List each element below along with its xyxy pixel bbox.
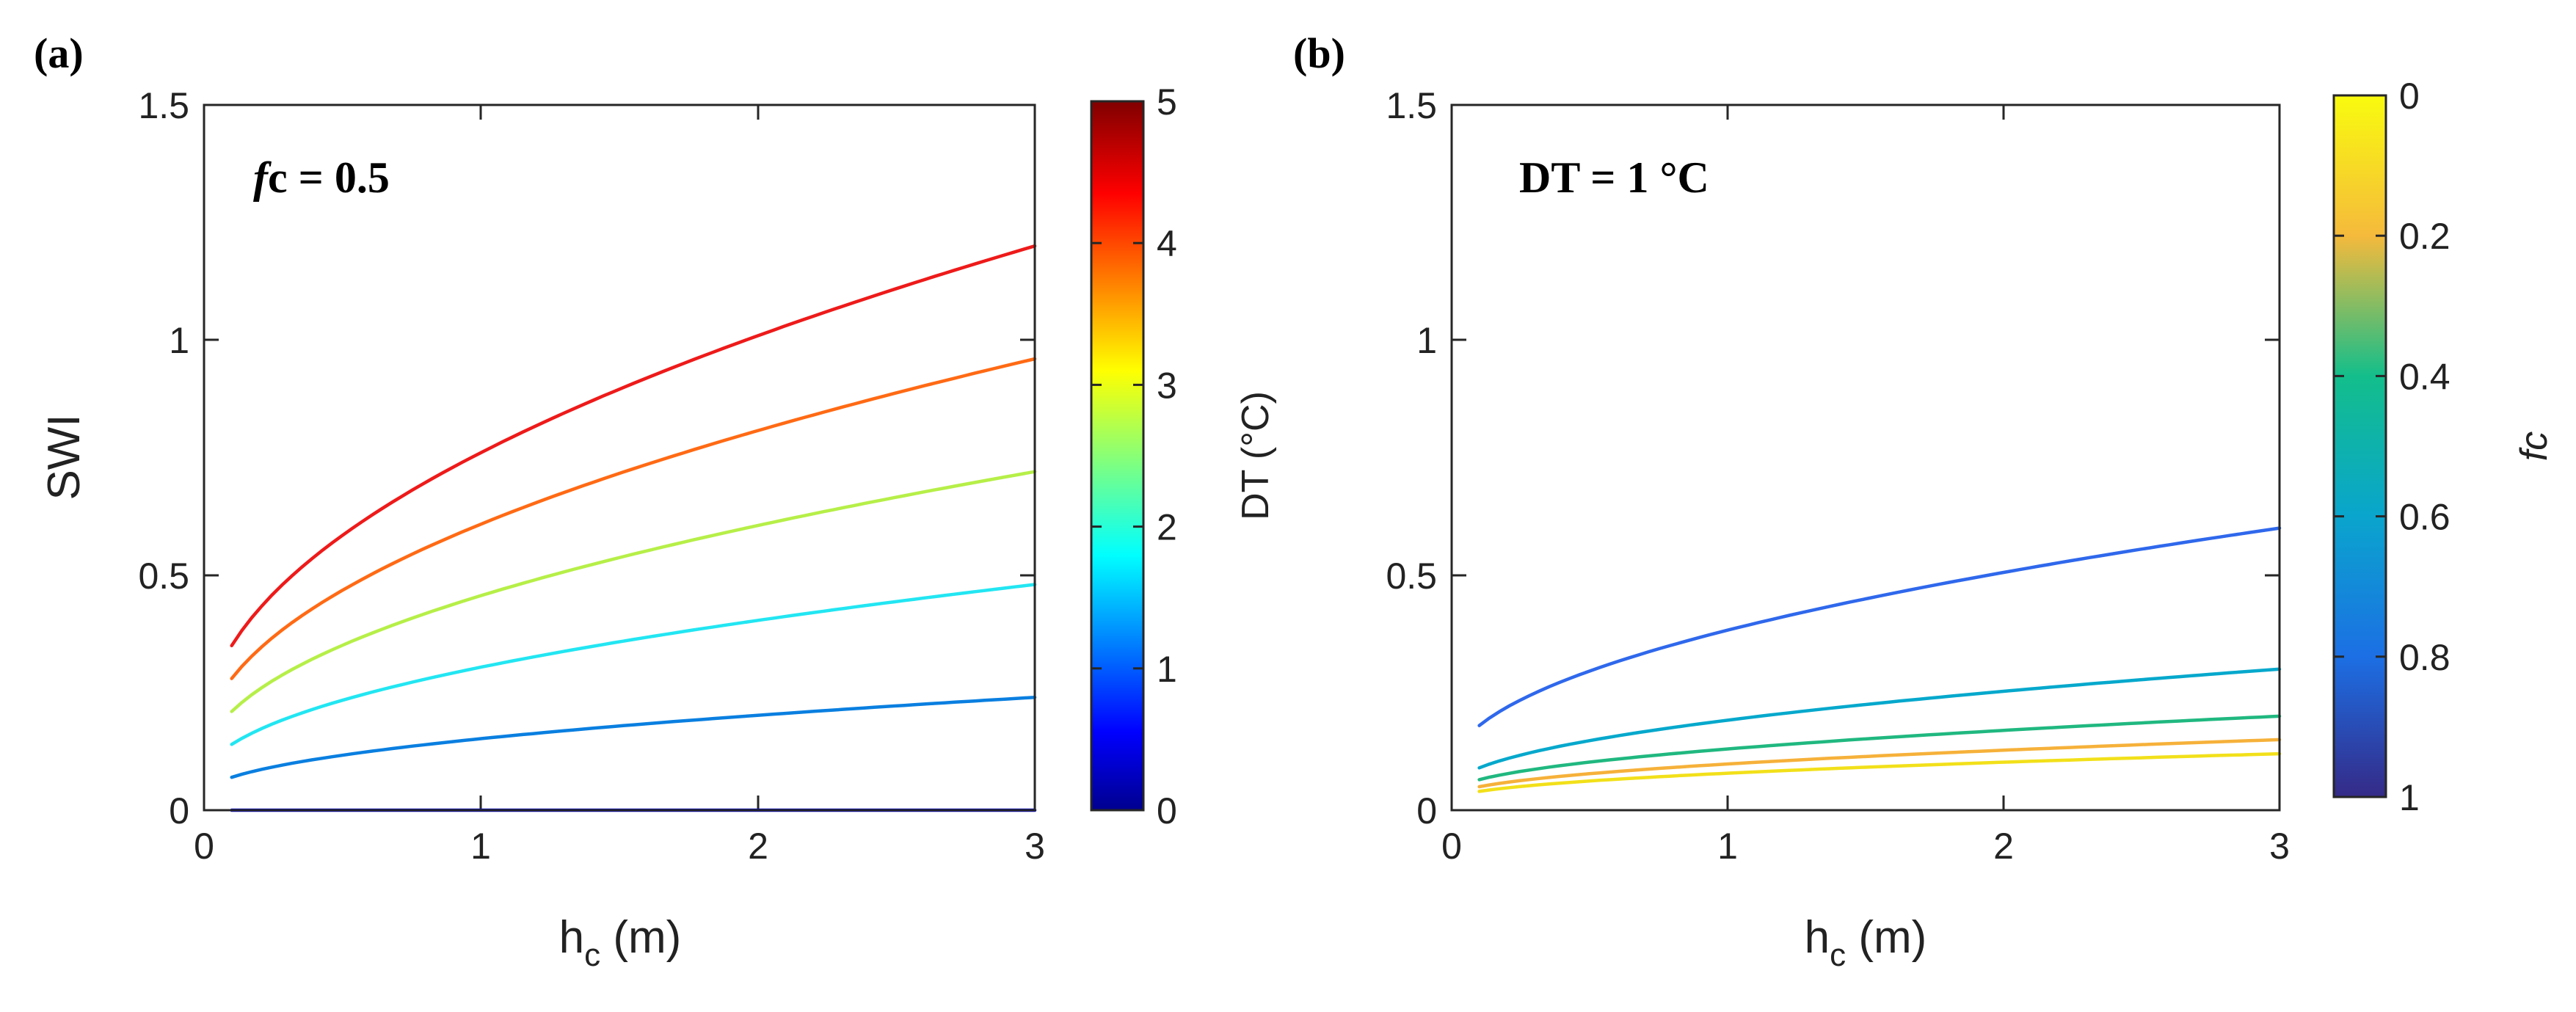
b-ytick-label-3: 1.5: [1386, 85, 1437, 126]
a-series-line-3: [230, 470, 1037, 713]
panel-b-series: [1477, 526, 2282, 793]
b-cbar-tick-label-5: 1: [2399, 777, 2420, 818]
a-series-line-1: [230, 695, 1037, 779]
b-xlabel-rest: (m): [1846, 912, 1926, 963]
panel-b-label: (b): [1293, 29, 1345, 77]
a-colorbar-ticks: 0 1 2 3 4 5: [1091, 81, 1177, 831]
b-colorbar-ticks: 0 0.2 0.4 0.6 0.8 1: [2334, 76, 2451, 818]
panel-a-yticks: 0 0.5 1 1.5: [138, 85, 1035, 831]
a-colorbar-frame: [1090, 100, 1145, 812]
panel-a-series: [230, 244, 1037, 812]
a-xtick-label-2: 2: [748, 826, 768, 867]
a-ytick-label-0: 0: [169, 790, 189, 831]
a-annot-sub: c: [268, 153, 288, 202]
b-xlabel-main: h: [1805, 912, 1830, 963]
b-colorbar-gradient: [2334, 95, 2386, 797]
b-xtick-label-1: 1: [1717, 826, 1738, 867]
b-cbar-tick-label-2: 0.4: [2399, 356, 2451, 397]
a-cbar-tick-label-3: 3: [1157, 365, 1177, 406]
b-series-line-0: [1477, 751, 2282, 793]
a-series-line-4: [230, 357, 1037, 680]
panel-b-colorbar: 0 0.2 0.4 0.6 0.8 1 fc: [2332, 76, 2555, 818]
a-colorbar-label: DT (°C): [1234, 391, 1277, 520]
a-colorbar-gradient: [1091, 101, 1143, 810]
panel-b: (b) 0 0.5 1 1.5 0 1 2 3: [1293, 29, 2555, 973]
b-xtick-label-0: 0: [1441, 826, 1462, 867]
a-ytick-label-2: 1: [169, 320, 189, 361]
a-xtick-label-0: 0: [194, 826, 214, 867]
a-series-line-2: [230, 583, 1037, 746]
b-ytick-label-0: 0: [1416, 790, 1437, 831]
panel-a-annotation: fc = 0.5: [253, 153, 390, 202]
a-xlabel-sub: c: [584, 937, 600, 973]
panel-a-ylabel: SWI: [39, 414, 90, 500]
b-xtick-label-3: 3: [2269, 826, 2290, 867]
panel-a-label: (a): [34, 29, 84, 77]
b-xlabel-sub: c: [1830, 937, 1846, 973]
a-cbar-tick-label-5: 5: [1157, 81, 1177, 123]
a-annot-rest: = 0.5: [288, 153, 390, 202]
a-xtick-label-3: 3: [1025, 826, 1045, 867]
b-colorbar-frame: [2332, 94, 2387, 798]
panel-a-colorbar: 0 1 2 3 4 5 DT (°C): [1090, 81, 1277, 831]
a-xlabel-main: h: [559, 912, 584, 963]
b-series-line-4: [1477, 526, 2282, 727]
panel-b-xlabel: hc (m): [1805, 912, 1927, 973]
a-xlabel-rest: (m): [600, 912, 681, 963]
b-cbar-tick-label-1: 0.2: [2399, 216, 2451, 257]
b-cbar-tick-label-3: 0.6: [2399, 497, 2451, 538]
b-colorbar-label: fc: [2513, 432, 2555, 461]
panel-a: (a) 0 0.5 1 1.5 0 1 2 3: [34, 29, 1277, 973]
b-xtick-label-2: 2: [1993, 826, 2014, 867]
b-ytick-label-2: 1: [1416, 320, 1437, 361]
panel-a-xticks: 0 1 2 3: [194, 105, 1045, 867]
panel-a-plot-frame: [203, 103, 1036, 812]
panel-b-plot-frame: [1450, 103, 2281, 812]
b-ytick-label-1: 0.5: [1386, 556, 1437, 597]
a-cbar-tick-label-0: 0: [1157, 790, 1177, 831]
b-series-line-2: [1477, 714, 2282, 782]
b-series-line-1: [1477, 738, 2282, 789]
a-ytick-label-1: 0.5: [138, 556, 189, 597]
panel-a-xlabel: hc (m): [559, 912, 682, 973]
a-cbar-tick-label-1: 1: [1157, 649, 1177, 690]
b-series-line-3: [1477, 667, 2282, 770]
panel-b-xticks: 0 1 2 3: [1441, 105, 2290, 867]
b-cbar-tick-label-0: 0: [2399, 76, 2420, 117]
a-ytick-label-3: 1.5: [138, 85, 189, 126]
a-cbar-tick-label-4: 4: [1157, 223, 1177, 264]
panel-b-annotation: DT = 1 °C: [1519, 153, 1709, 202]
b-cbar-tick-label-4: 0.8: [2399, 637, 2451, 678]
a-cbar-tick-label-2: 2: [1157, 507, 1177, 548]
a-series-line-5: [230, 244, 1037, 648]
panel-b-yticks: 0 0.5 1 1.5: [1386, 85, 2280, 831]
a-xtick-label-1: 1: [470, 826, 491, 867]
